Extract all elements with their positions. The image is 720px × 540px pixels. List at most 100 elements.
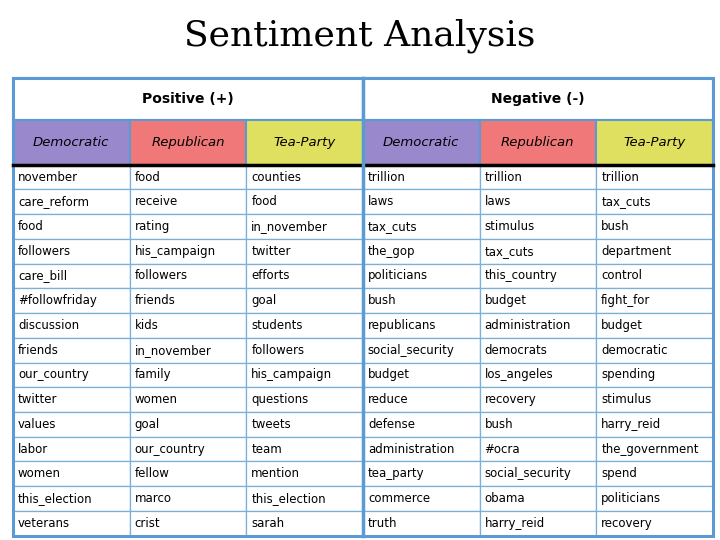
FancyBboxPatch shape — [13, 412, 130, 437]
FancyBboxPatch shape — [130, 313, 246, 338]
FancyBboxPatch shape — [480, 214, 596, 239]
FancyBboxPatch shape — [130, 486, 246, 511]
FancyBboxPatch shape — [363, 190, 480, 214]
Text: our_country: our_country — [135, 443, 205, 456]
FancyBboxPatch shape — [246, 338, 363, 362]
FancyBboxPatch shape — [130, 338, 246, 362]
FancyBboxPatch shape — [596, 437, 713, 462]
Text: Democratic: Democratic — [383, 136, 459, 149]
FancyBboxPatch shape — [596, 462, 713, 486]
Text: republicans: republicans — [368, 319, 436, 332]
FancyBboxPatch shape — [13, 462, 130, 486]
FancyBboxPatch shape — [130, 437, 246, 462]
FancyBboxPatch shape — [130, 511, 246, 536]
FancyBboxPatch shape — [246, 486, 363, 511]
FancyBboxPatch shape — [596, 338, 713, 362]
FancyBboxPatch shape — [13, 165, 130, 190]
Text: labor: labor — [18, 443, 48, 456]
Text: commerce: commerce — [368, 492, 430, 505]
FancyBboxPatch shape — [130, 362, 246, 387]
FancyBboxPatch shape — [246, 462, 363, 486]
Text: recovery: recovery — [601, 517, 653, 530]
FancyBboxPatch shape — [480, 190, 596, 214]
FancyBboxPatch shape — [13, 486, 130, 511]
Text: fight_for: fight_for — [601, 294, 651, 307]
Text: care_reform: care_reform — [18, 195, 89, 208]
Text: obama: obama — [485, 492, 525, 505]
FancyBboxPatch shape — [130, 288, 246, 313]
Text: laws: laws — [368, 195, 395, 208]
Text: stimulus: stimulus — [601, 393, 652, 406]
FancyBboxPatch shape — [246, 190, 363, 214]
Text: twitter: twitter — [18, 393, 58, 406]
Text: administration: administration — [368, 443, 454, 456]
Text: Sentiment Analysis: Sentiment Analysis — [184, 19, 536, 53]
Text: tax_cuts: tax_cuts — [368, 220, 418, 233]
FancyBboxPatch shape — [246, 437, 363, 462]
Text: Republican: Republican — [151, 136, 225, 149]
FancyBboxPatch shape — [363, 264, 480, 288]
Text: food: food — [18, 220, 44, 233]
FancyBboxPatch shape — [246, 412, 363, 437]
Text: recovery: recovery — [485, 393, 536, 406]
Text: democratic: democratic — [601, 343, 667, 357]
Text: his_campaign: his_campaign — [251, 368, 333, 381]
Text: fellow: fellow — [135, 467, 169, 481]
Text: spend: spend — [601, 467, 637, 481]
Text: efforts: efforts — [251, 269, 289, 282]
Text: tea_party: tea_party — [368, 467, 425, 481]
FancyBboxPatch shape — [480, 362, 596, 387]
Text: #ocra: #ocra — [485, 443, 520, 456]
FancyBboxPatch shape — [130, 239, 246, 264]
Text: budget: budget — [485, 294, 526, 307]
FancyBboxPatch shape — [246, 214, 363, 239]
Text: social_security: social_security — [368, 343, 455, 357]
Text: this_election: this_election — [251, 492, 326, 505]
Text: Democratic: Democratic — [33, 136, 109, 149]
FancyBboxPatch shape — [246, 362, 363, 387]
Text: the_government: the_government — [601, 443, 698, 456]
FancyBboxPatch shape — [13, 264, 130, 288]
FancyBboxPatch shape — [363, 412, 480, 437]
FancyBboxPatch shape — [596, 313, 713, 338]
FancyBboxPatch shape — [363, 387, 480, 412]
Text: counties: counties — [251, 171, 301, 184]
FancyBboxPatch shape — [363, 511, 480, 536]
Text: friends: friends — [18, 343, 59, 357]
FancyBboxPatch shape — [130, 165, 246, 190]
FancyBboxPatch shape — [13, 313, 130, 338]
Text: sarah: sarah — [251, 517, 284, 530]
Text: women: women — [135, 393, 178, 406]
Text: women: women — [18, 467, 61, 481]
Text: Tea-Party: Tea-Party — [624, 136, 685, 149]
FancyBboxPatch shape — [13, 78, 363, 120]
Text: crist: crist — [135, 517, 161, 530]
FancyBboxPatch shape — [13, 239, 130, 264]
FancyBboxPatch shape — [130, 190, 246, 214]
Text: Tea-Party: Tea-Party — [274, 136, 336, 149]
Text: Positive (+): Positive (+) — [142, 92, 234, 106]
Text: budget: budget — [601, 319, 643, 332]
FancyBboxPatch shape — [596, 362, 713, 387]
FancyBboxPatch shape — [363, 486, 480, 511]
FancyBboxPatch shape — [596, 511, 713, 536]
Text: twitter: twitter — [251, 245, 291, 258]
Text: democrats: democrats — [485, 343, 547, 357]
Text: followers: followers — [18, 245, 71, 258]
Text: Republican: Republican — [501, 136, 575, 149]
FancyBboxPatch shape — [13, 120, 130, 165]
FancyBboxPatch shape — [246, 511, 363, 536]
FancyBboxPatch shape — [596, 239, 713, 264]
FancyBboxPatch shape — [13, 511, 130, 536]
FancyBboxPatch shape — [480, 313, 596, 338]
Text: november: november — [18, 171, 78, 184]
FancyBboxPatch shape — [246, 239, 363, 264]
Text: family: family — [135, 368, 171, 381]
FancyBboxPatch shape — [13, 190, 130, 214]
FancyBboxPatch shape — [363, 313, 480, 338]
FancyBboxPatch shape — [363, 362, 480, 387]
Text: rating: rating — [135, 220, 170, 233]
Text: our_country: our_country — [18, 368, 89, 381]
Text: marco: marco — [135, 492, 171, 505]
FancyBboxPatch shape — [363, 78, 713, 120]
